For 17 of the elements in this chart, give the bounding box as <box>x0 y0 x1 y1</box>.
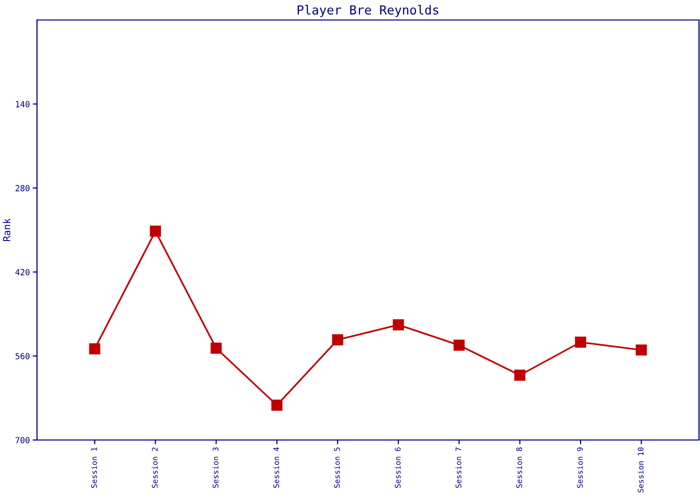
y-tick-label: 420 <box>15 269 30 276</box>
y-axis-title: Rank <box>2 218 10 242</box>
y-tick-label: 140 <box>16 101 30 108</box>
point <box>150 226 161 237</box>
y-tick-label: 280 <box>16 185 30 192</box>
point <box>271 400 282 411</box>
point <box>514 370 526 381</box>
point <box>392 319 404 330</box>
y-tick-label: 700 <box>16 437 30 444</box>
point <box>636 344 647 356</box>
y-tick-label: 560 <box>16 353 30 360</box>
point <box>575 336 586 348</box>
point <box>89 343 100 354</box>
point <box>454 340 465 351</box>
chart-title: Player Bre Reynolds <box>298 4 438 18</box>
point <box>210 342 222 354</box>
point <box>332 334 344 346</box>
